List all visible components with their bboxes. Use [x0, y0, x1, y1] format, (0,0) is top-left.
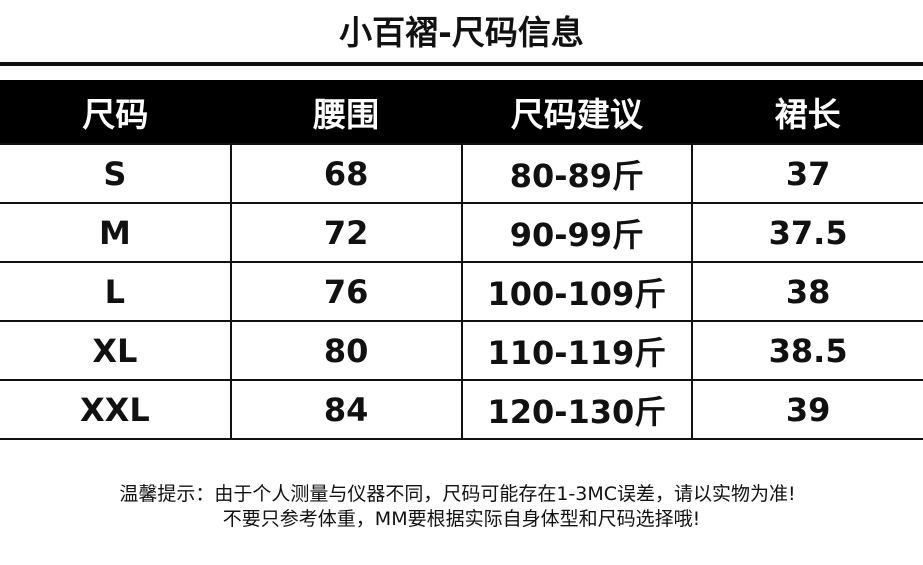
cell-waist: 68: [229, 143, 463, 204]
table-row: S 68 80-89斤 37: [0, 143, 923, 204]
cell-waist: 72: [229, 202, 463, 263]
header-weight-suggestion: 尺码建议: [461, 80, 693, 144]
cell-weight-suggestion: 110-119斤: [460, 320, 694, 381]
cell-skirt-length: 37.5: [691, 202, 923, 263]
cell-size: XL: [0, 320, 232, 381]
header-skirt-length: 裙长: [692, 80, 923, 144]
header-waist: 腰围: [230, 80, 462, 144]
cell-size: S: [0, 143, 232, 204]
cell-waist: 84: [229, 379, 463, 440]
cell-skirt-length: 37: [691, 143, 923, 204]
cell-weight-suggestion: 90-99斤: [460, 202, 694, 263]
header-size: 尺码: [0, 80, 231, 144]
cell-weight-suggestion: 80-89斤: [460, 143, 694, 204]
cell-skirt-length: 38: [691, 261, 923, 322]
page-title: 小百褶-尺码信息: [339, 13, 584, 52]
divider: [0, 62, 923, 66]
table-row: XL 80 110-119斤 38.5: [0, 320, 923, 381]
cell-size: XXL: [0, 379, 232, 440]
table-header-row: 尺码 腰围 尺码建议 裙长: [0, 80, 923, 144]
table-row: XXL 84 120-130斤 39: [0, 379, 923, 440]
cell-size: M: [0, 202, 232, 263]
note-line-1: 温馨提示：由于个人测量与仪器不同，尺码可能存在1-3MC误差，请以实物为准!: [119, 483, 796, 505]
cell-weight-suggestion: 120-130斤: [460, 379, 694, 440]
cell-size: L: [0, 261, 232, 322]
table-row: M 72 90-99斤 37.5: [0, 202, 923, 263]
size-table: 尺码 腰围 尺码建议 裙长 S 68 80-89斤 37 M 72 90-99斤 37.5 L 7…: [0, 80, 923, 440]
cell-skirt-length: 39: [691, 379, 923, 440]
cell-waist: 80: [229, 320, 463, 381]
cell-skirt-length: 38.5: [691, 320, 923, 381]
cell-waist: 76: [229, 261, 463, 322]
cell-weight-suggestion: 100-109斤: [460, 261, 694, 322]
note-line-2: 不要只参考体重，MM要根据实际自身体型和尺码选择哦!: [222, 508, 701, 530]
table-row: L 76 100-109斤 38: [0, 261, 923, 322]
